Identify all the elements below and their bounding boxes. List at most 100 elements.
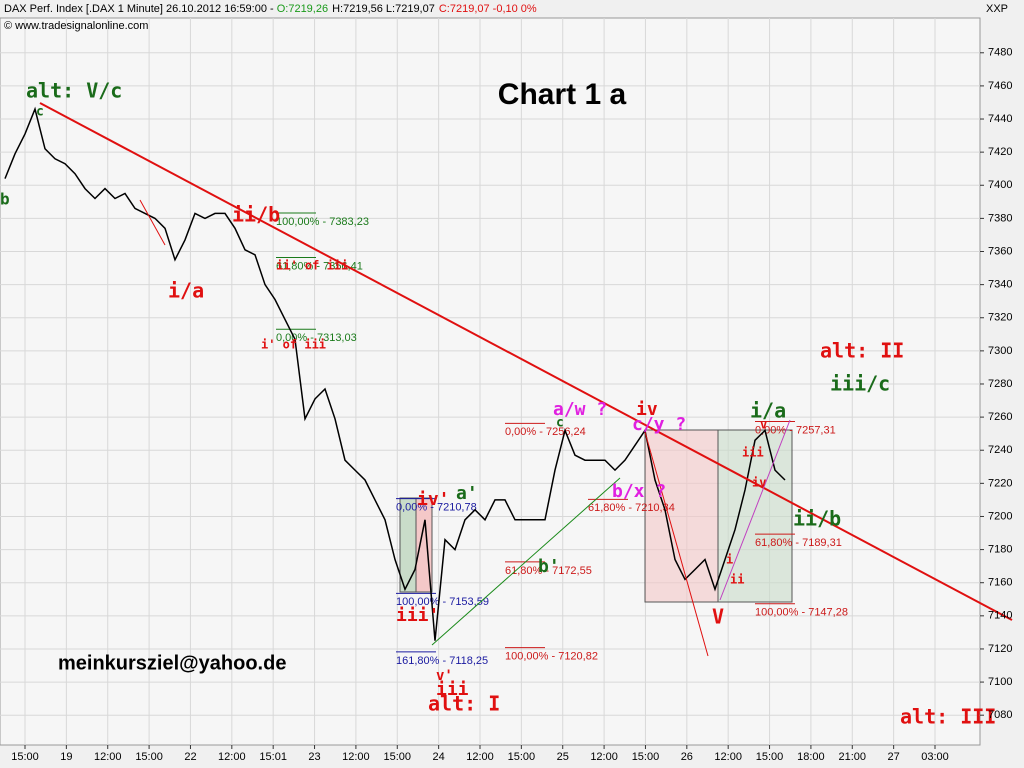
annotation: iii/c xyxy=(830,372,890,396)
y-tick-label: 7300 xyxy=(988,345,1012,357)
y-tick-label: 7420 xyxy=(988,146,1012,158)
annotation: a' xyxy=(456,483,478,504)
x-tick-label: 12:00 xyxy=(94,751,122,763)
annotation: iii xyxy=(436,679,469,700)
annotation: i xyxy=(726,553,733,567)
x-tick-label: 27 xyxy=(888,751,900,763)
annotation: ii/b xyxy=(232,203,280,227)
level-label: 161,80% - 7118,25 xyxy=(396,655,488,667)
y-tick-label: 7400 xyxy=(988,179,1012,191)
y-tick-label: 7320 xyxy=(988,312,1012,324)
x-tick-label: 12:00 xyxy=(466,751,494,763)
annotation: i/a xyxy=(168,279,204,303)
y-tick-label: 7480 xyxy=(988,47,1012,59)
y-tick-label: 7200 xyxy=(988,510,1012,522)
x-tick-label: 15:00 xyxy=(632,751,660,763)
y-tick-label: 7100 xyxy=(988,676,1012,688)
level-label: 61,80% - 7210,34 xyxy=(588,502,675,514)
annotation: c/y ? xyxy=(632,414,686,435)
x-tick-label: 18:00 xyxy=(797,751,825,763)
level-label: 0,00% - 7257,31 xyxy=(755,424,836,436)
x-tick-label: 12:00 xyxy=(590,751,618,763)
box xyxy=(644,429,719,603)
x-tick-label: 15:00 xyxy=(135,751,163,763)
annotation: iv xyxy=(636,399,658,420)
y-tick-label: 7160 xyxy=(988,577,1012,589)
annotation: iv xyxy=(752,476,766,490)
annotation: alt: II xyxy=(820,339,904,363)
annotation: iii xyxy=(742,446,764,460)
annotation: alt: V/c xyxy=(26,79,122,103)
x-tick-label: 26 xyxy=(681,751,693,763)
y-tick-label: 7380 xyxy=(988,212,1012,224)
level-label: 100,00% - 7383,23 xyxy=(276,216,369,228)
header: DAX Perf. Index [.DAX 1 Minute] 26.10.20… xyxy=(4,3,537,15)
y-tick-label: 7240 xyxy=(988,444,1012,456)
x-tick-label: 15:00 xyxy=(384,751,412,763)
x-tick-label: 15:00 xyxy=(756,751,784,763)
annotation: i' of iii xyxy=(261,338,326,352)
level-label: 100,00% - 7153,59 xyxy=(396,596,489,608)
annotation: v xyxy=(760,418,767,432)
y-tick-label: 7220 xyxy=(988,477,1012,489)
plot-area xyxy=(0,17,981,746)
annotation: V xyxy=(712,605,724,629)
x-tick-label: 12:00 xyxy=(342,751,370,763)
level-label: 0,00% - 7210,78 xyxy=(396,502,477,514)
x-tick-label: 24 xyxy=(433,751,445,763)
annotation: b' xyxy=(538,556,560,577)
level-label: 0,00% - 7256,24 xyxy=(505,426,586,438)
annotation: ii/b xyxy=(793,507,841,531)
x-tick-label: 15:00 xyxy=(11,751,39,763)
x-tick-label: 19 xyxy=(60,751,72,763)
level-label: 61,80% - 7172,55 xyxy=(505,565,592,577)
x-tick-label: 15:01 xyxy=(259,751,287,763)
trendline xyxy=(139,199,166,246)
trendline xyxy=(644,431,709,657)
y-tick-label: 7440 xyxy=(988,113,1012,125)
y-tick-label: 7260 xyxy=(988,411,1012,423)
y-tick-label: 7280 xyxy=(988,378,1012,390)
y-tick-label: 7080 xyxy=(988,709,1012,721)
y-tick-label: 7140 xyxy=(988,610,1012,622)
y-tick-label: 7340 xyxy=(988,279,1012,291)
annotation: i/a xyxy=(750,399,786,423)
annotation: ii' of iii xyxy=(276,259,348,273)
corner-label: XXP xyxy=(986,3,1008,15)
instrument: DAX Perf. Index [.DAX 1 Minute] 26.10.20… xyxy=(4,3,277,15)
source: © www.tradesignalonline.com xyxy=(4,20,148,32)
annotation: alt: I xyxy=(428,692,500,716)
price-line xyxy=(4,106,786,641)
x-tick-label: 23 xyxy=(308,751,320,763)
annotation: b xyxy=(0,190,10,209)
annotation: c xyxy=(36,105,44,120)
annotation: alt: III xyxy=(900,705,996,729)
trendline xyxy=(431,477,621,646)
footer: meinkursziel@yahoo.de xyxy=(58,652,286,674)
annotation: v' xyxy=(436,668,453,684)
level-label: 61,80% - 7189,31 xyxy=(755,537,842,549)
x-tick-label: 22 xyxy=(184,751,196,763)
annotation: iv' xyxy=(417,489,450,510)
x-tick-label: 12:00 xyxy=(714,751,742,763)
x-tick-label: 12:00 xyxy=(218,751,246,763)
level-label: 100,00% - 7147,28 xyxy=(755,607,848,619)
y-tick-label: 7120 xyxy=(988,643,1012,655)
price xyxy=(4,106,786,641)
x-tick-label: 25 xyxy=(557,751,569,763)
close: C:7219,07 -0,10 0% xyxy=(439,3,537,15)
x-tick-label: 03:00 xyxy=(921,751,949,763)
open: O:7219,26 xyxy=(277,3,328,15)
chart-title: Chart 1 a xyxy=(498,78,627,111)
annotation: a/w ? xyxy=(553,399,607,420)
x-tick-label: 21:00 xyxy=(839,751,867,763)
x-tick-label: 15:00 xyxy=(508,751,536,763)
trendline xyxy=(39,102,1013,621)
y-tick-label: 7360 xyxy=(988,245,1012,257)
box xyxy=(415,497,433,593)
trendline xyxy=(719,419,791,601)
